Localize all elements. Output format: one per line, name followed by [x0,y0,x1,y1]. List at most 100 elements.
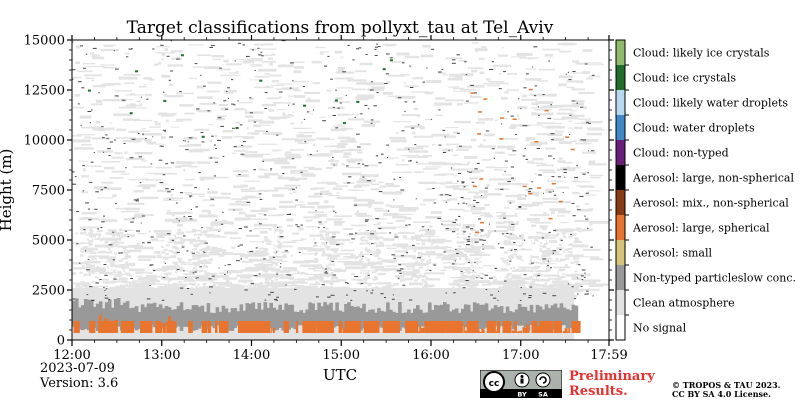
clean-atmosphere-cell [534,241,536,244]
speckle-cell [509,202,512,204]
speckle-cell [438,71,442,73]
aerosol-cell [465,330,468,333]
speckle-cell [412,244,415,246]
speckle-cell [165,163,169,165]
clean-atmosphere-cell [73,282,82,285]
clean-atmosphere-cell [493,278,498,281]
clean-atmosphere-cell [289,192,293,195]
clean-atmosphere-cell [377,257,382,260]
clean-atmosphere-cell [519,274,522,277]
clean-atmosphere-cell [300,201,305,203]
speckle-cell [397,97,402,99]
clean-atmosphere-cell [423,253,444,256]
clean-atmosphere-cell [580,208,592,212]
clean-atmosphere-cell [529,93,542,96]
clean-atmosphere-cell [108,296,111,299]
clean-atmosphere-cell [333,125,345,127]
clean-atmosphere-cell [189,271,191,274]
clean-atmosphere-cell [264,274,284,278]
clean-atmosphere-cell [541,254,548,258]
clean-atmosphere-cell [269,276,274,279]
clean-atmosphere-cell [192,228,197,231]
clean-atmosphere-cell [544,274,560,277]
clean-atmosphere-cell [422,45,431,48]
clean-atmosphere-cell [303,259,318,263]
clean-atmosphere-cell [509,297,512,300]
aerosol-cell [500,117,505,119]
clean-atmosphere-cell [506,240,512,243]
clean-atmosphere-cell [180,268,185,271]
clean-atmosphere-cell [503,261,507,264]
speckle-cell [335,127,339,129]
clean-atmosphere-cell [328,263,333,266]
clean-atmosphere-cell [375,266,378,269]
clean-atmosphere-cell [73,106,85,109]
speckle-cell [362,176,365,178]
clean-atmosphere-cell [188,149,204,153]
aerosol-cell [572,321,579,333]
speckle-cell [201,227,203,229]
speckle-cell [208,278,212,280]
speckle-cell [387,210,390,212]
clean-atmosphere-cell [310,188,317,190]
speckle-cell [533,46,538,48]
clean-atmosphere-cell [92,56,105,60]
clean-atmosphere-cell [158,61,162,65]
clean-atmosphere-cell [507,281,518,285]
clean-atmosphere-cell [589,283,610,286]
clean-atmosphere-cell [544,235,549,238]
clean-atmosphere-cell [362,175,379,177]
particle-column [562,307,567,326]
clean-atmosphere-cell [330,248,339,252]
colorbar-swatch [616,40,625,65]
speckle-cell [260,51,263,53]
clean-atmosphere-cell [398,278,405,280]
aerosol-cell [188,321,193,333]
clean-atmosphere-cell [199,102,217,105]
speckle-cell [279,266,282,268]
clean-atmosphere-cell [343,155,349,158]
aerosol-cell [479,331,482,333]
clean-atmosphere-cell [318,222,323,225]
clean-atmosphere-cell [297,247,311,250]
speckle-cell [576,102,579,104]
clean-atmosphere-cell [525,189,531,192]
clean-atmosphere-cell [426,188,432,190]
clean-atmosphere-cell [582,49,593,52]
clean-atmosphere-cell [536,164,554,167]
clean-atmosphere-cell [282,115,294,117]
clean-atmosphere-cell [582,248,601,251]
speckle-cell [89,181,93,183]
clean-atmosphere-cell [453,174,458,177]
speckle-cell [82,165,85,167]
clean-atmosphere-cell [167,210,171,212]
clean-atmosphere-cell [334,270,346,273]
clean-atmosphere-cell [367,233,371,236]
clean-atmosphere-cell [571,293,574,296]
particle-column [392,311,396,327]
colorbar-label: No signal [633,322,687,335]
clean-atmosphere-cell [531,270,534,273]
clean-atmosphere-cell [229,203,247,206]
clean-atmosphere-cell [518,281,524,284]
clean-atmosphere-cell [254,267,273,270]
clean-atmosphere-cell [190,252,193,255]
clean-atmosphere-cell [325,228,329,230]
clean-atmosphere-cell [425,216,442,219]
clean-atmosphere-cell [134,289,148,293]
clean-atmosphere-cell [547,179,550,182]
clean-atmosphere-cell [402,235,407,239]
clean-atmosphere-cell [444,246,449,249]
clean-atmosphere-cell [242,136,255,139]
clean-atmosphere-cell [106,82,121,86]
clean-atmosphere-cell [166,296,169,299]
speckle-cell [386,144,389,146]
particle-column [374,312,378,326]
particle-column [227,312,232,331]
speckle-cell [233,146,237,148]
clean-atmosphere-cell [116,234,120,237]
clean-atmosphere-cell [156,235,165,238]
clean-atmosphere-cell [417,251,422,254]
clean-atmosphere-cell [152,269,166,271]
speckle-cell [236,260,240,262]
